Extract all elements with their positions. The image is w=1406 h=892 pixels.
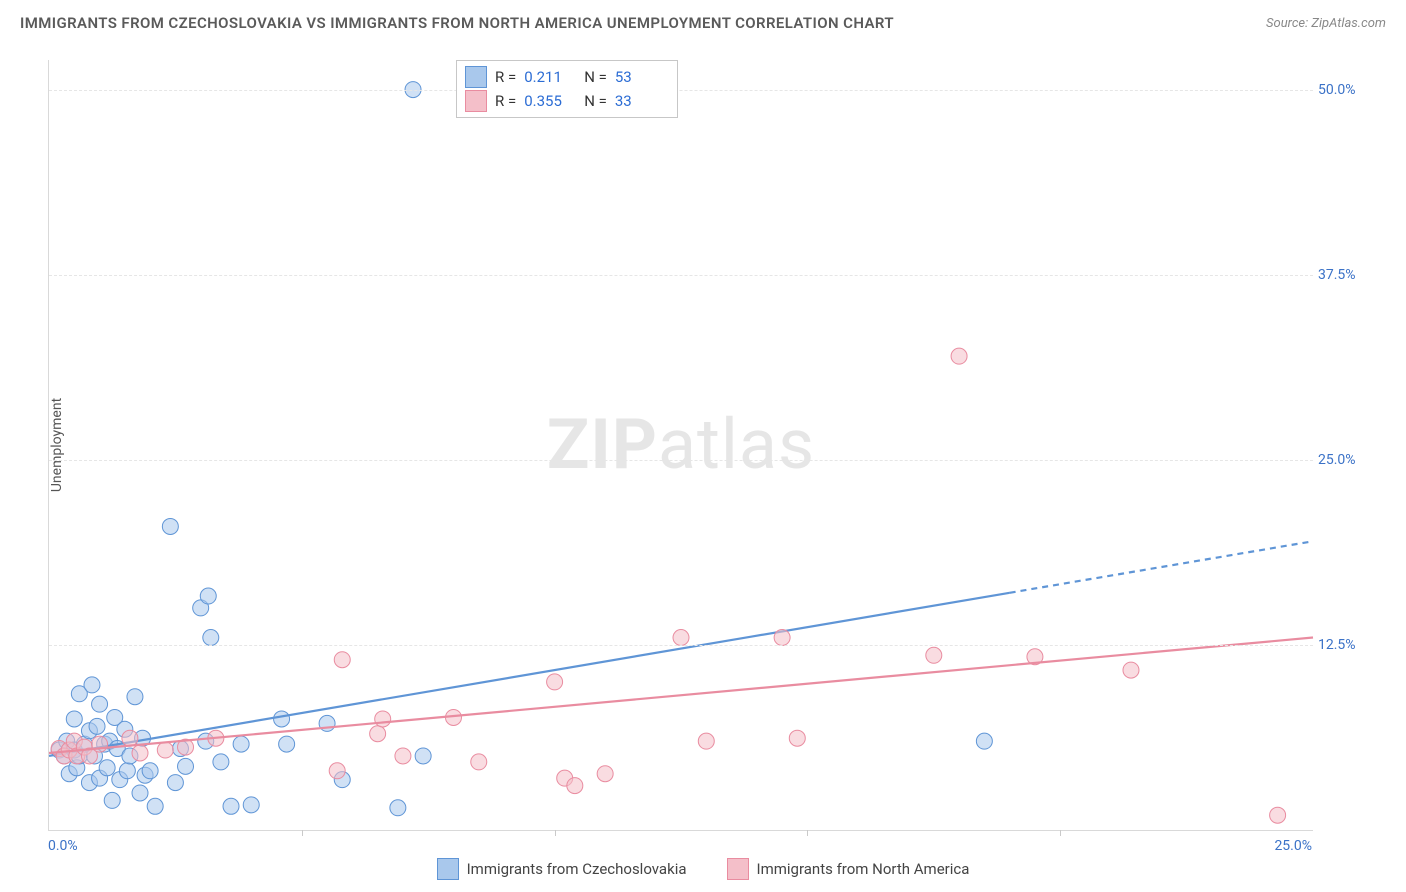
gridline bbox=[49, 645, 1313, 646]
x-tick bbox=[1060, 830, 1061, 836]
data-point-cz bbox=[147, 798, 163, 814]
legend-swatch-na bbox=[727, 858, 749, 880]
data-point-cz bbox=[84, 677, 100, 693]
data-point-na bbox=[395, 748, 411, 764]
gridline bbox=[49, 275, 1313, 276]
data-point-cz bbox=[142, 763, 158, 779]
stats-n-val-cz: 53 bbox=[615, 65, 667, 89]
data-point-cz bbox=[976, 733, 992, 749]
legend-label-cz: Immigrants from Czechoslovakia bbox=[467, 860, 687, 878]
data-point-cz bbox=[162, 518, 178, 534]
stats-r-label-na: R = bbox=[495, 89, 516, 113]
data-point-cz bbox=[243, 797, 259, 813]
data-point-na bbox=[789, 730, 805, 746]
data-point-cz bbox=[178, 758, 194, 774]
data-point-cz bbox=[127, 689, 143, 705]
legend-item-na: Immigrants from North America bbox=[727, 858, 970, 880]
data-point-cz bbox=[119, 763, 135, 779]
y-tick-label: 25.0% bbox=[1318, 452, 1356, 468]
legend-label-na: Immigrants from North America bbox=[757, 860, 970, 878]
stats-r-val-cz: 0.211 bbox=[524, 65, 576, 89]
trendline-cz bbox=[49, 593, 1010, 756]
legend-stats-box: R = 0.211 N = 53 R = 0.355 N = 33 bbox=[456, 60, 678, 118]
trendline-extrapolated-cz bbox=[1010, 541, 1313, 593]
data-point-cz bbox=[279, 736, 295, 752]
data-point-cz bbox=[92, 696, 108, 712]
x-tick bbox=[807, 830, 808, 836]
data-point-na bbox=[774, 630, 790, 646]
data-point-cz bbox=[390, 800, 406, 816]
legend-swatch-cz bbox=[437, 858, 459, 880]
gridline bbox=[49, 90, 1313, 91]
data-point-na bbox=[334, 652, 350, 668]
data-point-na bbox=[375, 711, 391, 727]
data-point-na bbox=[1270, 807, 1286, 823]
data-point-na bbox=[122, 730, 138, 746]
data-point-na bbox=[547, 674, 563, 690]
chart-svg bbox=[49, 60, 1313, 830]
data-point-na bbox=[471, 754, 487, 770]
data-point-cz bbox=[200, 588, 216, 604]
data-point-cz bbox=[167, 775, 183, 791]
data-point-cz bbox=[203, 630, 219, 646]
bottom-legend: Immigrants from Czechoslovakia Immigrant… bbox=[0, 858, 1406, 880]
data-point-na bbox=[673, 630, 689, 646]
data-point-na bbox=[132, 745, 148, 761]
data-point-na bbox=[698, 733, 714, 749]
data-point-cz bbox=[99, 760, 115, 776]
gridline bbox=[49, 460, 1313, 461]
data-point-na bbox=[329, 763, 345, 779]
y-tick-label: 50.0% bbox=[1318, 82, 1356, 98]
data-point-na bbox=[597, 766, 613, 782]
x-tick-label-max: 25.0% bbox=[1274, 838, 1312, 854]
stats-row-na: R = 0.355 N = 33 bbox=[465, 89, 667, 113]
swatch-na bbox=[465, 90, 487, 112]
stats-r-val-na: 0.355 bbox=[524, 89, 576, 113]
y-tick-label: 12.5% bbox=[1318, 637, 1356, 653]
data-point-cz bbox=[233, 736, 249, 752]
stats-n-val-na: 33 bbox=[615, 89, 667, 113]
trendline-na bbox=[49, 638, 1313, 754]
data-point-na bbox=[926, 647, 942, 663]
chart-title: IMMIGRANTS FROM CZECHOSLOVAKIA VS IMMIGR… bbox=[20, 14, 894, 32]
data-point-cz bbox=[415, 748, 431, 764]
swatch-cz bbox=[465, 66, 487, 88]
data-point-na bbox=[951, 348, 967, 364]
x-tick bbox=[555, 830, 556, 836]
data-point-cz bbox=[223, 798, 239, 814]
data-point-cz bbox=[66, 711, 82, 727]
data-point-cz bbox=[213, 754, 229, 770]
plot-area: ZIPatlas bbox=[48, 60, 1313, 831]
data-point-cz bbox=[132, 785, 148, 801]
y-tick-label: 37.5% bbox=[1318, 267, 1356, 283]
x-tick bbox=[302, 830, 303, 836]
data-point-cz bbox=[274, 711, 290, 727]
legend-item-cz: Immigrants from Czechoslovakia bbox=[437, 858, 687, 880]
data-point-na bbox=[157, 742, 173, 758]
stats-n-label-cz: N = bbox=[584, 65, 607, 89]
data-point-na bbox=[1123, 662, 1139, 678]
stats-n-label-na: N = bbox=[584, 89, 607, 113]
data-point-na bbox=[567, 778, 583, 794]
source-label: Source: ZipAtlas.com bbox=[1266, 16, 1386, 31]
stats-r-label-cz: R = bbox=[495, 65, 516, 89]
data-point-cz bbox=[104, 792, 120, 808]
stats-row-cz: R = 0.211 N = 53 bbox=[465, 65, 667, 89]
data-point-na bbox=[370, 726, 386, 742]
data-point-cz bbox=[89, 718, 105, 734]
x-tick-label-min: 0.0% bbox=[48, 838, 78, 854]
